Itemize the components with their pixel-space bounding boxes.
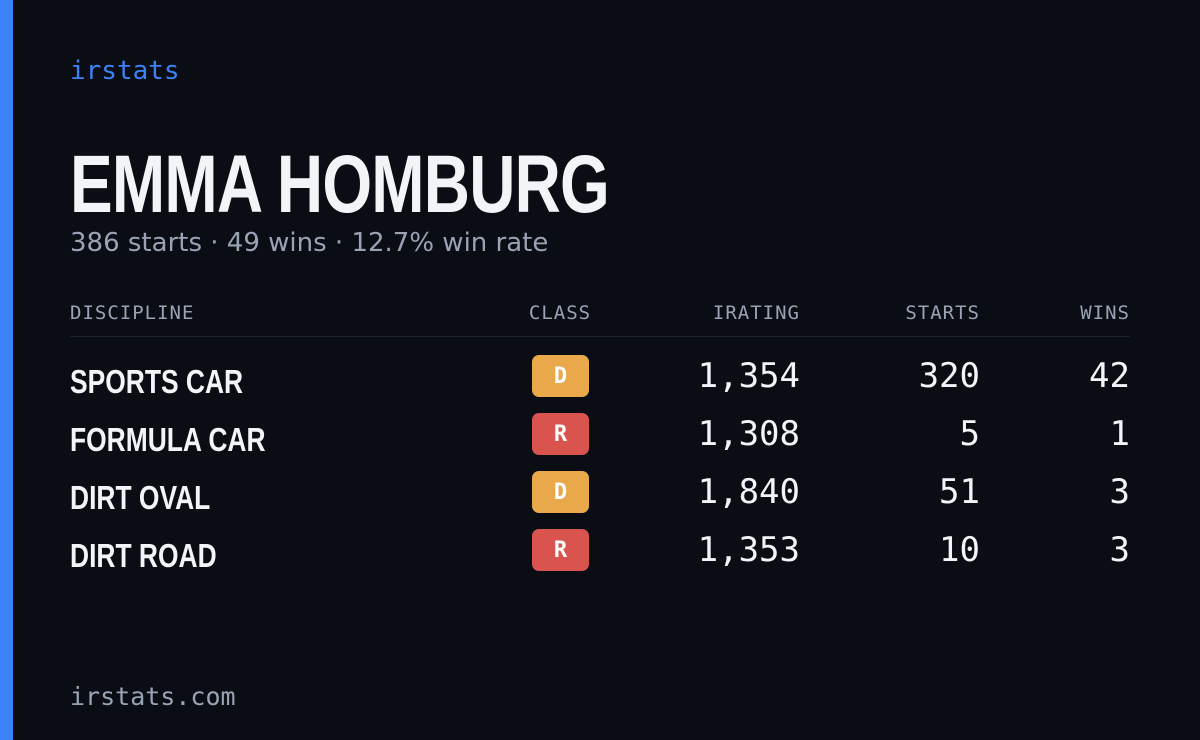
irating: 1,840 [697, 472, 800, 512]
discipline: DIRT ROAD [70, 537, 217, 574]
wins: 1 [1109, 414, 1130, 454]
brand: irstats [70, 56, 180, 86]
class-badge: D [532, 355, 589, 397]
class-badge: R [532, 529, 589, 571]
column-header: DISCIPLINE [70, 302, 195, 324]
class-badge: D [532, 471, 589, 513]
footer: irstats.com [70, 682, 236, 711]
column-header: WINS [1080, 302, 1130, 324]
class-badge: R [532, 413, 589, 455]
wins: 42 [1089, 356, 1130, 396]
header-rule [70, 336, 1130, 337]
discipline: SPORTS CAR [70, 363, 244, 400]
wins: 3 [1109, 472, 1130, 512]
discipline: DIRT OVAL [70, 479, 211, 516]
starts: 51 [939, 472, 980, 512]
discipline: FORMULA CAR [70, 421, 266, 458]
accent-bar [0, 0, 13, 740]
driver-name: EMMA HOMBURG [70, 139, 610, 230]
wins: 3 [1109, 530, 1130, 570]
starts: 320 [918, 356, 980, 396]
starts: 10 [939, 530, 980, 570]
column-header: STARTS [905, 302, 980, 324]
starts: 5 [959, 414, 980, 454]
irating: 1,308 [697, 414, 800, 454]
irating: 1,354 [697, 356, 800, 396]
irating: 1,353 [697, 530, 800, 570]
column-header: CLASS [528, 302, 592, 324]
column-header: IRATING [712, 302, 800, 324]
summary: 386 starts · 49 wins · 12.7% win rate [70, 228, 549, 258]
